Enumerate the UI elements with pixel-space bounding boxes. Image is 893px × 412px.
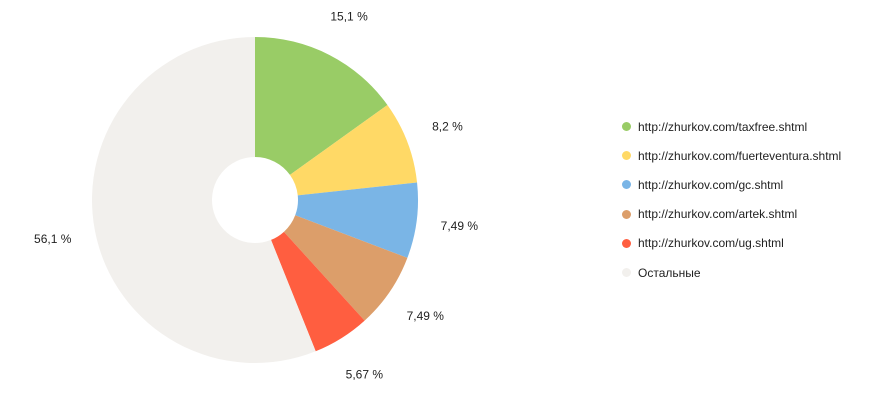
legend-swatch-icon [622,180,631,190]
legend-item[interactable]: http://zhurkov.com/gc.shtml [622,170,841,199]
slice-data-label: 56,1 % [34,232,72,246]
legend-swatch-icon [622,209,631,219]
pie-slice-4[interactable] [271,231,365,352]
slice-data-label: 8,2 % [432,119,463,133]
legend-label: http://zhurkov.com/ug.shtml [638,236,784,251]
legend-swatch-icon [622,122,631,132]
legend-swatch-icon [622,268,631,278]
legend-label: http://zhurkov.com/artek.shtml [638,207,798,222]
chart-legend: http://zhurkov.com/taxfree.shtml http://z… [622,112,841,287]
pie-slice-1[interactable] [289,104,418,196]
legend-label: http://zhurkov.com/fuerteventura.shtml [638,148,842,163]
legend-item[interactable]: http://zhurkov.com/fuerteventura.shtml [622,141,841,170]
legend-item[interactable]: Остальные [622,258,841,287]
slice-data-label: 7,49 % [407,309,445,323]
legend-label: http://zhurkov.com/taxfree.shtml [638,119,808,134]
legend-label: http://zhurkov.com/gc.shtml [638,177,784,192]
slice-data-label: 7,49 % [441,219,479,233]
legend-label: Остальные [638,265,701,280]
pie-slice-0[interactable] [255,37,388,175]
slice-data-label: 5,67 % [346,368,384,382]
legend-item[interactable]: http://zhurkov.com/ug.shtml [622,229,841,258]
legend-item[interactable]: http://zhurkov.com/taxfree.shtml [622,112,841,141]
legend-item[interactable]: http://zhurkov.com/artek.shtml [622,200,841,229]
legend-swatch-icon [622,238,631,248]
pie-slice-2[interactable] [295,182,418,258]
legend-swatch-icon [622,151,631,161]
pie-slice-5[interactable] [91,37,316,363]
pie-slice-3[interactable] [283,215,408,321]
slice-data-label: 15,1 % [330,10,368,24]
